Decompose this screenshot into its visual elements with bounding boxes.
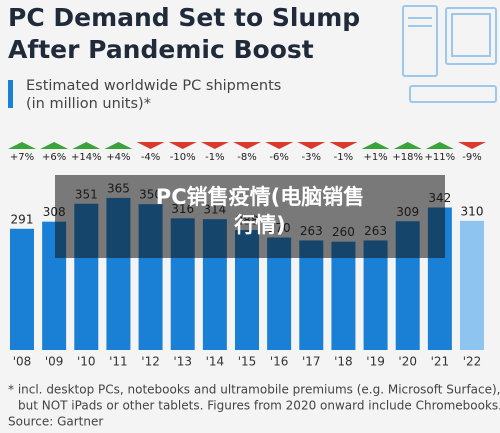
x-tick-label: '15 (238, 355, 257, 369)
change-label: -8% (237, 152, 256, 163)
change-arrow (40, 142, 69, 149)
change-label: -3% (302, 152, 321, 163)
x-tick-label: '18 (334, 355, 353, 369)
change-label: -1% (334, 152, 353, 163)
change-label: +6% (42, 152, 66, 163)
bar (363, 240, 388, 350)
change-label: -1% (205, 152, 224, 163)
x-tick-label: '09 (45, 355, 64, 369)
x-tick-label: '19 (366, 355, 385, 369)
bar (460, 220, 484, 350)
change-arrow (168, 142, 197, 149)
accent-bar (8, 80, 13, 108)
subtitle: Estimated worldwide PC shipments (26, 78, 281, 94)
x-tick-label: '16 (270, 355, 289, 369)
x-tick-label: '11 (109, 355, 128, 369)
change-label: +4% (106, 152, 130, 163)
x-tick-label: '12 (141, 355, 160, 369)
subtitle: (in million units)* (26, 96, 151, 112)
chart-title: PC Demand Set to Slump (8, 3, 360, 32)
bar (331, 241, 356, 350)
x-tick-label: '08 (13, 355, 32, 369)
change-arrow (329, 142, 358, 149)
x-tick-label: '14 (206, 355, 225, 369)
x-tick-label: '20 (398, 355, 417, 369)
change-label: -6% (269, 152, 288, 163)
source: Source: Gartner (8, 415, 103, 429)
x-tick-label: '13 (173, 355, 192, 369)
change-label: +14% (71, 152, 102, 163)
change-label: -10% (170, 152, 196, 163)
change-label: +1% (363, 152, 387, 163)
change-arrow (8, 142, 36, 149)
change-arrow (393, 142, 422, 149)
change-arrow (104, 142, 133, 149)
value-label: 291 (11, 212, 34, 226)
x-tick-label: '22 (463, 355, 482, 369)
footnote: * incl. desktop PCs, notebooks and ultra… (8, 383, 500, 397)
change-arrow (297, 142, 326, 149)
change-arrow (233, 142, 261, 149)
change-arrow (200, 142, 229, 149)
value-label: 310 (461, 204, 484, 218)
computer-icon (402, 5, 497, 103)
change-arrow (72, 142, 101, 149)
change-arrow (361, 142, 390, 149)
overlay-banner: PC销售疫情(电脑销售行情) (55, 175, 445, 258)
change-arrow (265, 142, 294, 149)
x-tick-label: '21 (431, 355, 450, 369)
footnote: but NOT iPads or other tablets. Figures … (18, 399, 500, 413)
bar (10, 228, 34, 350)
change-label: +7% (10, 152, 34, 163)
change-label: -4% (141, 152, 160, 163)
change-label: +18% (392, 152, 423, 163)
change-arrow (425, 142, 454, 149)
change-arrow (136, 142, 165, 149)
x-tick-label: '10 (77, 355, 96, 369)
chart-title: After Pandemic Boost (8, 35, 314, 64)
overlay-text: PC销售疫情(电脑销售行情) (155, 185, 365, 237)
change-label: -9% (462, 152, 481, 163)
x-tick-label: '17 (302, 355, 321, 369)
change-arrow (458, 142, 486, 149)
bar (299, 240, 324, 350)
change-label: +11% (425, 152, 456, 163)
